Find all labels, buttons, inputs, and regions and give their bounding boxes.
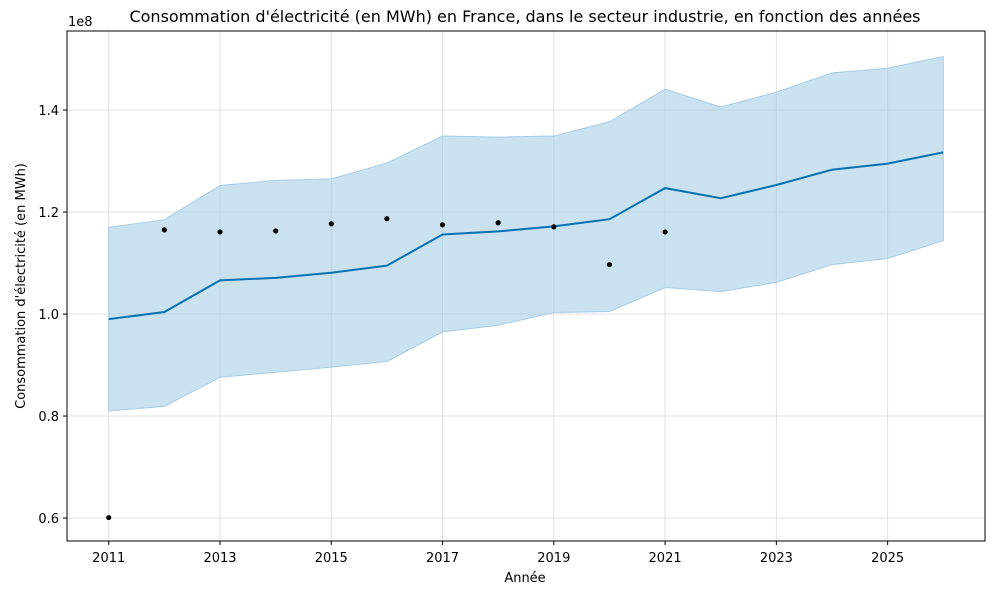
x-tick-label: 2023	[760, 551, 793, 566]
x-tick-label: 2021	[649, 551, 682, 566]
observed-point	[439, 222, 446, 228]
x-tick-label: 2011	[92, 551, 125, 566]
x-axis: 2011 2013 2015 2017 2019 2021 2023 2025	[92, 541, 904, 566]
x-tick-label: 2015	[315, 551, 348, 566]
y-tick-label: 1.2	[38, 206, 59, 221]
y-scale-label: 1e8	[68, 15, 93, 30]
observed-point	[161, 227, 167, 233]
y-tick-label: 1.0	[38, 308, 59, 323]
y-tick-label: 0.8	[38, 410, 59, 425]
observed-point	[328, 221, 334, 227]
forecast-line	[108, 151, 944, 321]
uncertainty-area	[108, 55, 944, 412]
chart-title: Consommation d'électricité (en MWh) en F…	[129, 7, 920, 26]
observed-point	[551, 224, 557, 230]
y-axis-label: Consommation d'électricité (en MWh)	[14, 163, 29, 409]
x-tick-label: 2013	[203, 551, 236, 566]
observed-point	[495, 220, 501, 226]
x-tick-label: 2025	[871, 551, 904, 566]
x-tick-label: 2017	[426, 551, 459, 566]
uncertainty-band	[108, 55, 944, 412]
plot-frame	[66, 30, 986, 542]
observed-points	[106, 216, 668, 521]
observed-point	[273, 228, 279, 234]
observed-point	[606, 261, 613, 268]
x-tick-label: 2019	[537, 551, 570, 566]
x-axis-label: Année	[504, 571, 545, 586]
observed-point	[106, 514, 112, 521]
observed-point	[384, 216, 390, 222]
y-axis: 0.6 0.8 1.0 1.2 1.4	[38, 104, 67, 527]
observed-point	[217, 229, 223, 235]
observed-point	[662, 229, 668, 235]
y-tick-label: 1.4	[38, 104, 59, 119]
y-tick-label: 0.6	[38, 512, 59, 527]
forecast-line-group	[108, 151, 944, 321]
